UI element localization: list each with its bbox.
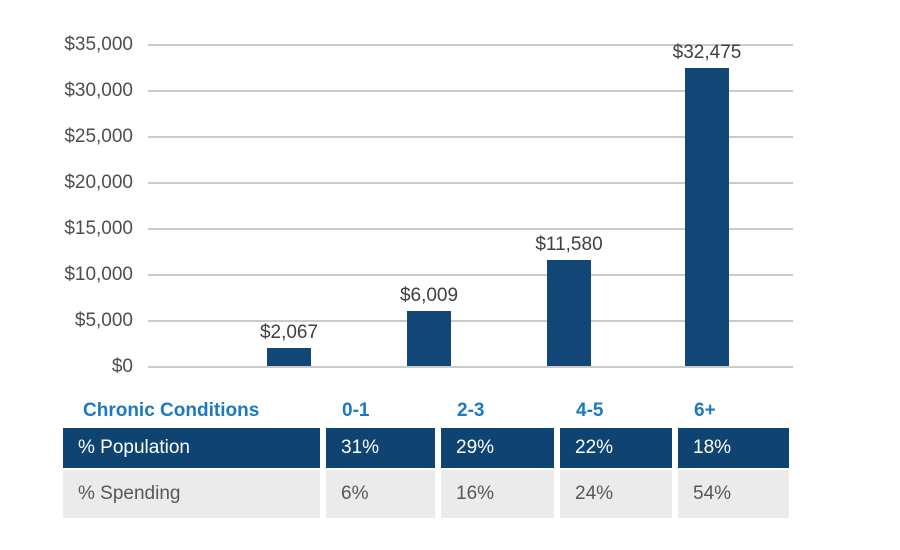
table-header-label: Chronic Conditions <box>83 400 260 421</box>
bar-value-label: $11,580 <box>535 234 603 256</box>
table-row-label: % Spending <box>63 470 320 518</box>
y-tick-label: $20,000 <box>64 171 133 193</box>
table-cell: 54% <box>678 470 789 518</box>
gridline <box>148 89 793 92</box>
y-tick-label: $15,000 <box>64 217 133 239</box>
table-cell: 22% <box>560 428 672 468</box>
y-tick-label: $30,000 <box>64 79 133 101</box>
table-cell: 24% <box>560 470 672 518</box>
bar-chart: $0 $5,000 $10,000 $15,000 $20,000 $25,000 $30,… <box>64 34 793 377</box>
bar <box>407 311 451 367</box>
bar <box>685 68 729 367</box>
y-tick-label: $25,000 <box>64 125 133 147</box>
bar-value-label: $2,067 <box>259 321 319 343</box>
bar <box>267 347 311 367</box>
table-row-label: % Population <box>63 428 320 468</box>
gridline <box>148 273 793 276</box>
gridline <box>148 227 793 230</box>
y-tick-label: $10,000 <box>64 263 133 285</box>
y-tick-label: $35,000 <box>64 34 133 55</box>
table-header-col: 2-3 <box>457 400 485 421</box>
table-cell: 18% <box>678 428 789 468</box>
table-row: % Spending 6% 16% 24% 54% <box>63 470 790 518</box>
table-header-col: 4-5 <box>576 400 604 421</box>
gridline <box>148 365 793 368</box>
gridline <box>148 135 793 138</box>
table-row: % Population 31% 29% 22% 18% <box>63 428 790 468</box>
table-cell: 6% <box>326 470 435 518</box>
table-cell: 29% <box>441 428 554 468</box>
table-cell: 31% <box>326 428 435 468</box>
gridline <box>148 181 793 184</box>
y-tick-label: $5,000 <box>74 309 133 331</box>
gridline <box>148 319 793 322</box>
bar-value-label: $32,475 <box>672 42 742 64</box>
table-header-row: Chronic Conditions 0-1 2-3 4-5 6+ <box>63 394 790 427</box>
table-header-col: 0-1 <box>342 400 370 421</box>
table-cell: 16% <box>441 470 554 518</box>
bar <box>547 260 591 367</box>
gridline <box>148 44 793 46</box>
table-header-col: 6+ <box>694 400 716 421</box>
y-tick-label: $0 <box>111 355 133 377</box>
bar-value-label: $6,009 <box>399 285 459 307</box>
